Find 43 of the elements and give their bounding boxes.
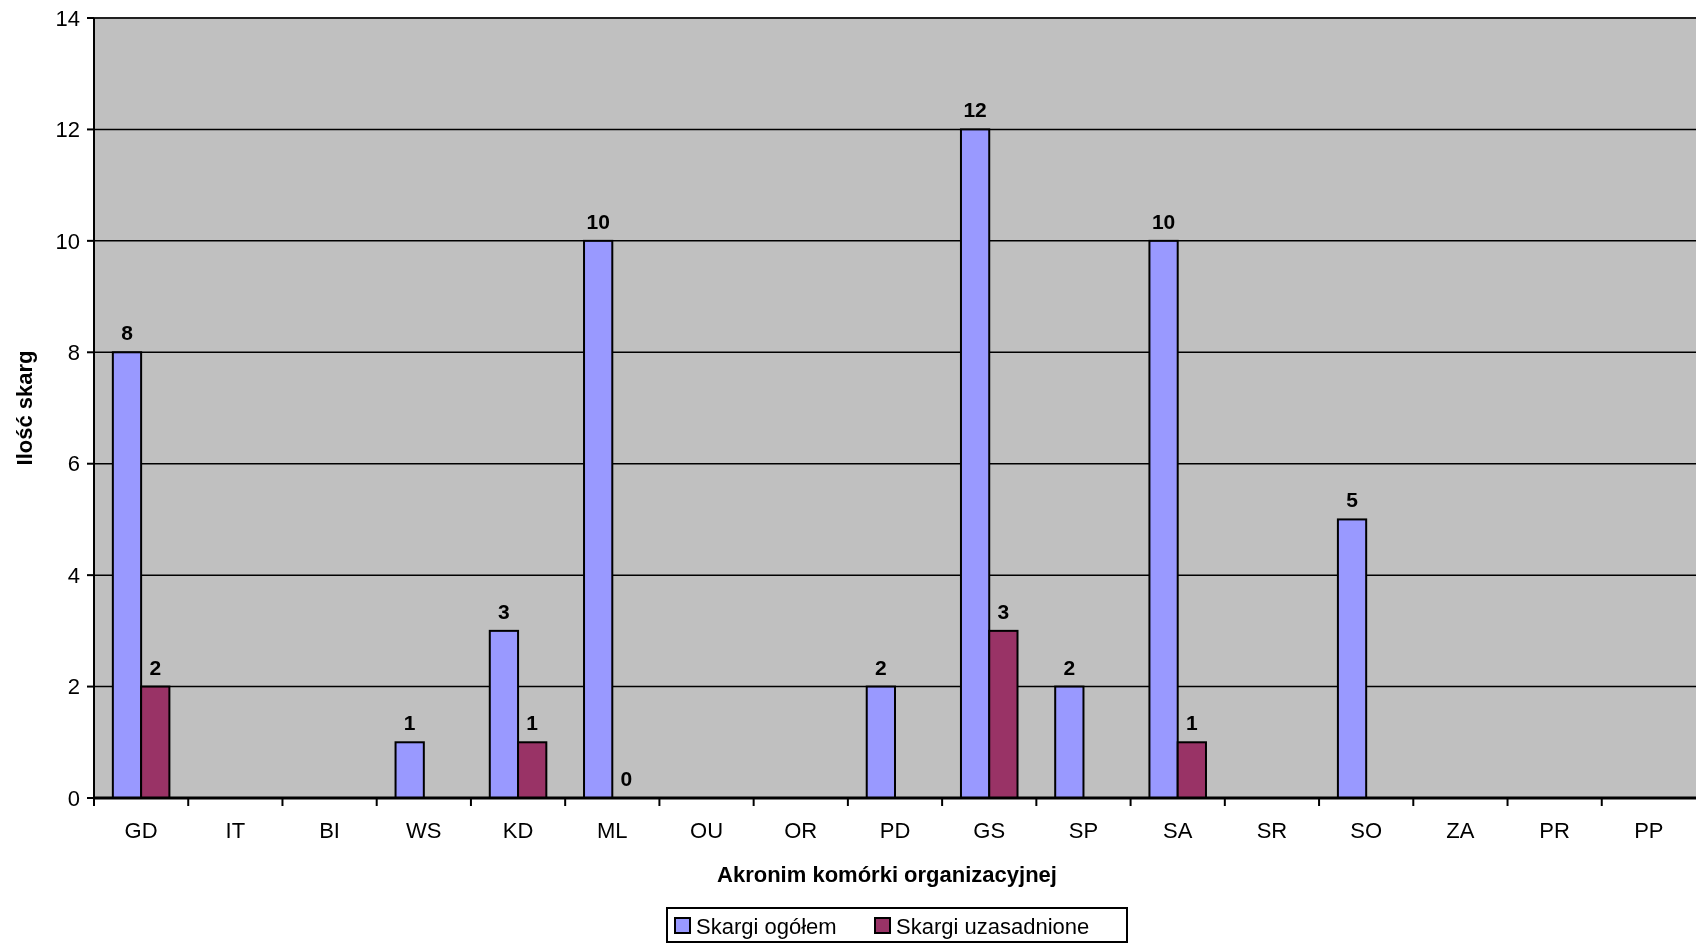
x-tick-label: ZA	[1446, 818, 1475, 843]
x-tick-label: OR	[784, 818, 818, 843]
data-label: 3	[498, 599, 510, 623]
y-tick-label: 10	[55, 228, 80, 254]
y-tick-label: 2	[67, 674, 80, 700]
x-tick-label: BI	[319, 818, 340, 843]
data-label: 12	[963, 98, 987, 122]
data-label: 1	[403, 711, 416, 735]
legend-label: Skargi uzasadnione	[896, 913, 1090, 939]
x-tick-label: KD	[502, 818, 534, 843]
data-label: 10	[1151, 209, 1176, 233]
y-tick-label: 12	[55, 117, 80, 143]
data-label: 3	[997, 599, 1010, 623]
x-tick-label: WS	[406, 818, 442, 843]
x-tick-label: IT	[225, 818, 246, 843]
x-axis-title: Akronim komórki organizacyjnej	[717, 862, 1057, 887]
x-tick-label: OU	[690, 818, 724, 843]
y-tick-label: 14	[55, 5, 80, 31]
x-tick-label: ML	[597, 818, 628, 843]
x-tick-label: SR	[1256, 818, 1288, 843]
data-label: 2	[1063, 655, 1076, 679]
x-tick-label: SP	[1068, 818, 1099, 843]
y-tick-label: 0	[67, 785, 80, 811]
data-label: 1	[1186, 711, 1198, 735]
x-tick-label: GD	[124, 818, 158, 843]
y-tick-label: 4	[67, 562, 80, 588]
y-tick-label: 6	[67, 451, 80, 477]
data-label: 8	[121, 321, 134, 345]
x-tick-label: PD	[879, 818, 911, 843]
x-tick-label: PP	[1634, 818, 1664, 843]
y-axis-title: Ilość skarg	[12, 350, 37, 466]
x-tick-label: SO	[1350, 818, 1383, 843]
x-tick-label: SA	[1163, 818, 1193, 843]
data-label: 5	[1346, 488, 1359, 512]
y-tick-label: 8	[67, 339, 80, 365]
data-label: 2	[875, 655, 887, 679]
x-tick-label: GS	[973, 818, 1006, 843]
data-label: 1	[526, 711, 539, 735]
data-label: 2	[149, 655, 162, 679]
data-label: 0	[620, 767, 633, 790]
legend-label: Skargi ogółem	[696, 913, 837, 939]
x-tick-label: PR	[1539, 818, 1570, 843]
data-label: 10	[586, 209, 610, 233]
